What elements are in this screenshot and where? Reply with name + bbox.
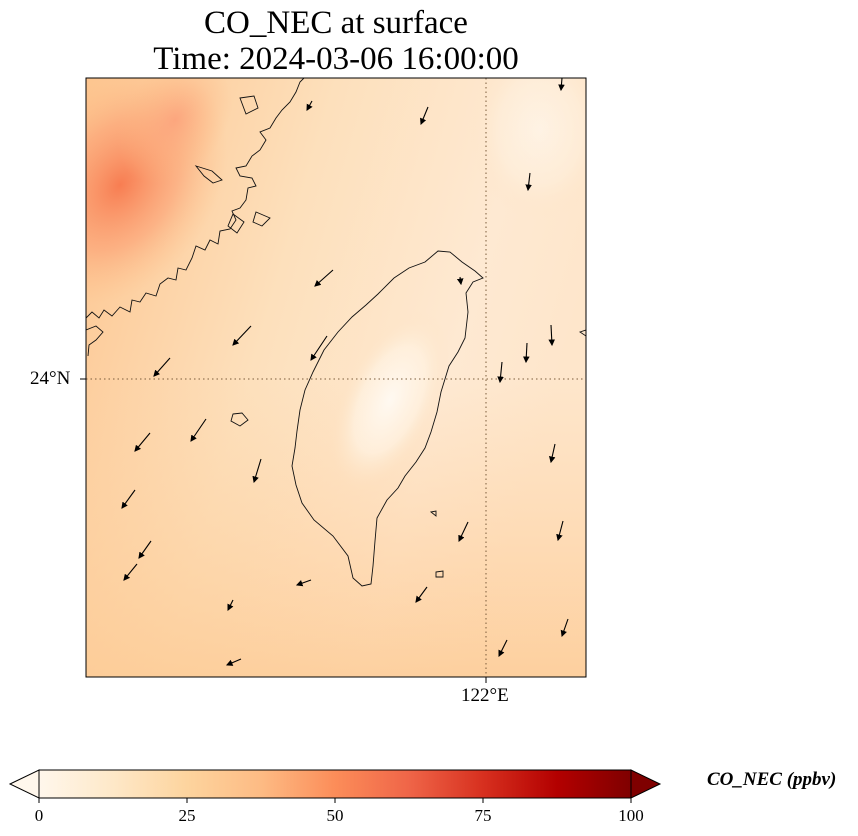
island-6 (429, 510, 437, 517)
island-2 (227, 213, 245, 234)
wind-arrow (310, 335, 328, 361)
wind-arrow (134, 432, 151, 452)
wind-arrow (420, 106, 429, 126)
island-4 (239, 95, 259, 115)
island-3 (252, 211, 271, 227)
wind-arrow (556, 520, 564, 542)
wind-arrow (123, 563, 138, 581)
wind-arrow (560, 618, 569, 638)
wind-arrow (314, 269, 334, 287)
colorbar (8, 769, 662, 803)
island-1 (194, 165, 223, 184)
wind-arrow (138, 540, 152, 559)
colorbar-tick-0: 0 (34, 806, 44, 825)
wind-arrow (225, 658, 242, 666)
wind-arrow (190, 418, 207, 442)
wind-arrow (558, 77, 565, 92)
island-5 (230, 412, 249, 427)
colorbar-extend-max (630, 769, 662, 799)
mainland-coastline (86, 78, 305, 357)
map-figure (80, 77, 587, 683)
wind-arrow (295, 579, 312, 587)
wind-arrow (525, 172, 532, 192)
colorbar-tick-100: 100 (618, 806, 644, 825)
wind-arrow (306, 100, 313, 111)
colorbar-tick-marks (38, 798, 632, 803)
plot-title-line-1: CO_NEC at surface (204, 5, 468, 41)
island-7 (435, 570, 444, 578)
wind-arrow (548, 443, 556, 464)
wind-arrow (153, 357, 171, 377)
wind-arrow (498, 639, 508, 657)
colorbar-gradient (39, 770, 631, 798)
wind-arrow (252, 458, 262, 484)
island-8 (578, 329, 586, 337)
wind-vectors (121, 77, 569, 666)
wind-arrow (456, 276, 464, 286)
wind-arrow (415, 586, 428, 603)
wind-arrow (227, 599, 234, 611)
lat-tick-label: 24°N (30, 368, 71, 389)
wind-arrow (121, 489, 136, 509)
colorbar-tick-75: 75 (474, 806, 492, 825)
colorbar-tick-25: 25 (178, 806, 196, 825)
colorbar-tick-50: 50 (326, 806, 344, 825)
taiwan-coastline (291, 250, 484, 587)
plot-title-line-2: Time: 2024-03-06 16:00:00 (153, 41, 519, 77)
concentration-field (86, 78, 586, 677)
wind-arrow (458, 521, 469, 542)
wind-arrow (522, 342, 530, 364)
coastline (86, 78, 586, 587)
wind-arrow (232, 325, 252, 346)
colorbar-extend-min (8, 769, 40, 799)
colorbar-label: CO_NEC (ppbv) (707, 769, 837, 790)
map-frame (85, 77, 587, 678)
lon-tick-label: 122°E (461, 685, 509, 706)
gridlines (86, 78, 586, 677)
wind-arrow (497, 361, 504, 384)
wind-arrow (548, 324, 556, 347)
